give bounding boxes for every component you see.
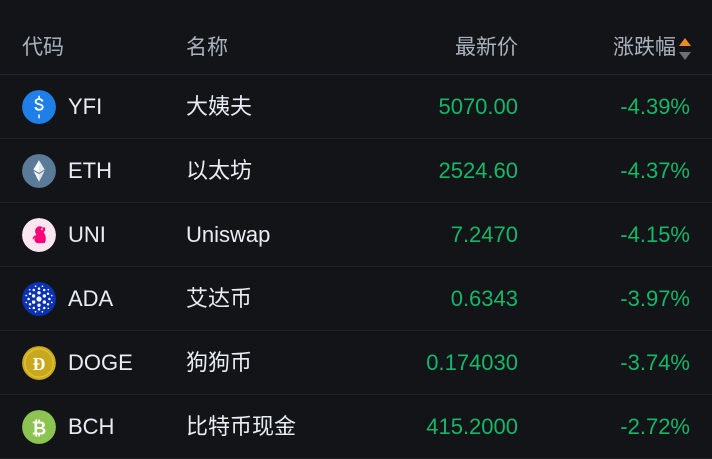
ada-icon — [22, 281, 56, 316]
svg-text:Đ: Đ — [33, 354, 46, 374]
row-symbol: BCH — [68, 413, 115, 439]
table-header: 代码 名称 最新价 涨跌幅 — [0, 0, 712, 75]
column-header-change[interactable]: 涨跌幅 — [613, 36, 676, 59]
sort-toggle[interactable] — [679, 38, 692, 60]
row-name: 艾达币 — [186, 285, 253, 311]
column-header-price[interactable]: 最新价 — [455, 36, 518, 59]
row-name: 比特币现金 — [186, 413, 297, 439]
row-name: 大姨夫 — [186, 93, 253, 119]
row-price: 0.6343 — [450, 285, 518, 311]
row-symbol: ADA — [68, 285, 114, 311]
row-change-percent: -4.15% — [620, 221, 690, 247]
row-symbol: DOGE — [68, 349, 133, 375]
table-row[interactable]: UNI Uniswap 7.2470 -4.15% — [0, 203, 712, 267]
sort-ascending-icon[interactable] — [679, 38, 691, 46]
table-row[interactable]: ADA 艾达币 0.6343 -3.97% — [0, 267, 712, 331]
row-symbol: ETH — [68, 157, 112, 183]
row-change-percent: -2.72% — [620, 413, 690, 439]
table-row[interactable]: Đ DOGE 狗狗币 0.174030 -3.74% — [0, 331, 712, 395]
bch-icon: ₿ — [22, 409, 56, 444]
row-name: Uniswap — [186, 221, 271, 247]
column-header-code[interactable]: 代码 — [22, 36, 64, 59]
row-price: 0.174030 — [426, 349, 518, 375]
row-price: 415.2000 — [426, 413, 518, 439]
row-price: 2524.60 — [438, 157, 518, 183]
sort-descending-icon[interactable] — [679, 52, 691, 60]
row-name: 以太坊 — [186, 157, 253, 183]
row-change-percent: -3.97% — [620, 285, 690, 311]
table-row[interactable]: ETH 以太坊 2524.60 -4.37% — [0, 139, 712, 203]
row-change-percent: -3.74% — [620, 349, 690, 375]
row-name: 狗狗币 — [186, 349, 253, 375]
uni-icon — [22, 217, 56, 252]
row-symbol: YFI — [68, 93, 103, 119]
doge-icon: Đ — [22, 345, 56, 380]
yfi-icon — [22, 89, 56, 124]
quote-list: YFI 大姨夫 5070.00 -4.39% ETH 以太坊 2524.60 -4.37% UN… — [0, 75, 712, 459]
eth-icon — [22, 153, 56, 188]
row-change-percent: -4.39% — [620, 93, 690, 119]
column-header-name[interactable]: 名称 — [186, 36, 228, 59]
row-change-percent: -4.37% — [620, 157, 690, 183]
row-price: 7.2470 — [450, 221, 518, 247]
table-row[interactable]: YFI 大姨夫 5070.00 -4.39% — [0, 75, 712, 139]
row-price: 5070.00 — [438, 93, 518, 119]
svg-text:₿: ₿ — [32, 418, 47, 438]
row-symbol: UNI — [68, 221, 106, 247]
table-row[interactable]: ₿ BCH 比特币现金 415.2000 -2.72% — [0, 395, 712, 459]
